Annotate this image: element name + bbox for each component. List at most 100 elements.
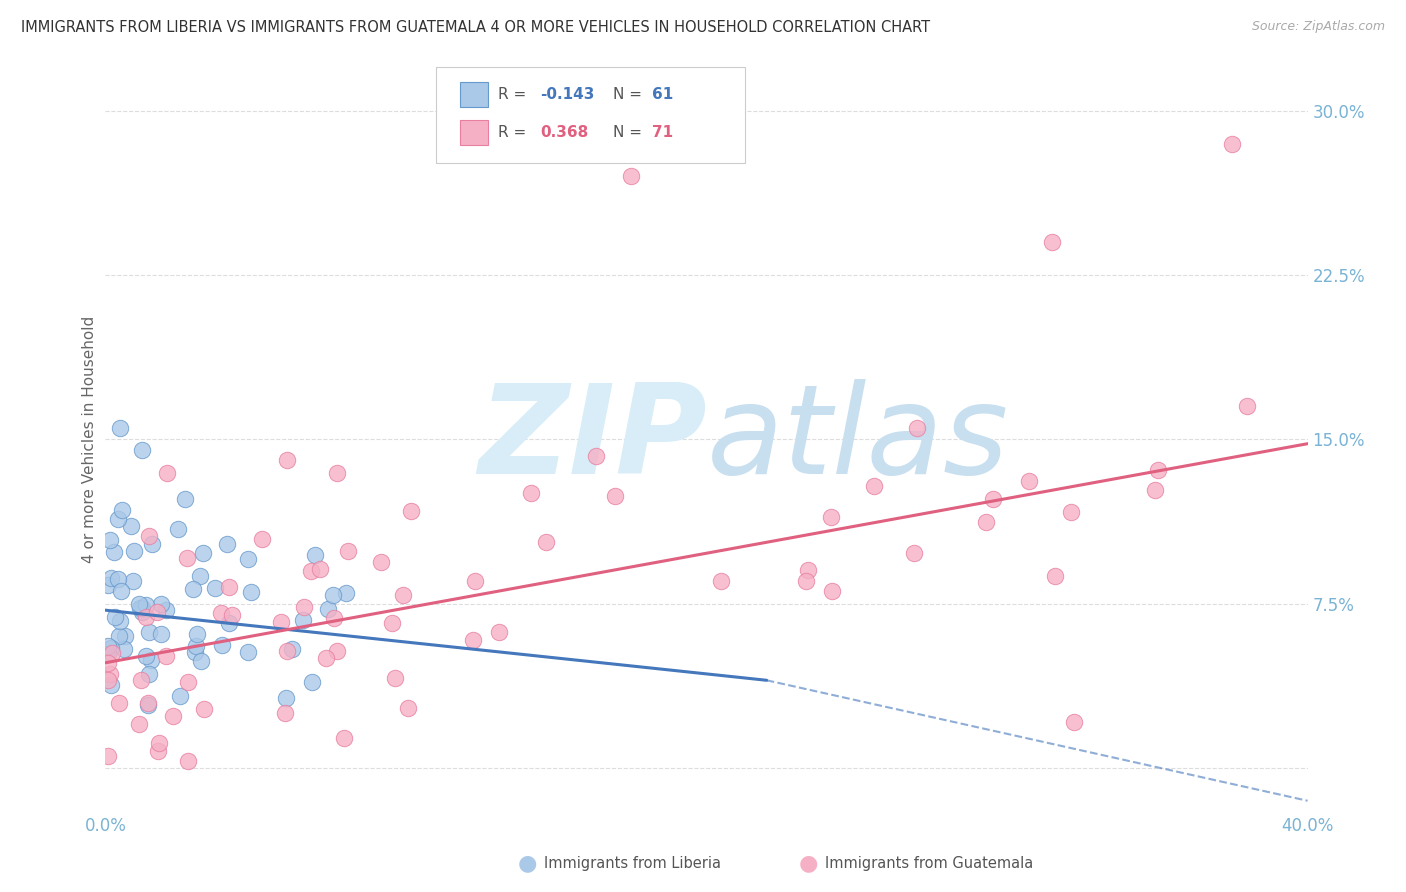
Point: [240, 584, 263, 599]
Point: [274, 706, 297, 720]
Point: [104, 609, 127, 624]
Point: [98, 533, 121, 548]
Point: [122, 544, 145, 558]
Point: [304, 548, 326, 562]
Point: [155, 602, 177, 616]
Point: [97, 656, 120, 670]
Point: [121, 574, 143, 589]
Point: [193, 702, 215, 716]
Point: [981, 491, 1004, 506]
Point: [903, 546, 925, 560]
Text: -0.143: -0.143: [540, 87, 595, 102]
Point: [131, 443, 153, 458]
Point: [292, 599, 315, 614]
Point: [585, 449, 607, 463]
Point: [108, 629, 131, 643]
Point: [221, 607, 243, 622]
Point: [148, 736, 170, 750]
Point: [463, 632, 485, 647]
Point: [114, 629, 136, 643]
Point: [797, 563, 820, 577]
Point: [177, 675, 200, 690]
Point: [100, 666, 122, 681]
Text: Source: ZipAtlas.com: Source: ZipAtlas.com: [1251, 20, 1385, 33]
Point: [276, 453, 298, 467]
Point: [111, 503, 134, 517]
Point: [974, 515, 997, 529]
Point: [100, 571, 122, 585]
Point: [190, 654, 212, 668]
Point: [167, 522, 190, 536]
Point: [138, 666, 160, 681]
Point: [131, 605, 153, 619]
Point: [186, 627, 208, 641]
Point: [97, 648, 120, 662]
Point: [139, 653, 162, 667]
Point: [100, 640, 122, 655]
Point: [181, 582, 204, 596]
Point: [138, 529, 160, 543]
Point: [1143, 483, 1166, 497]
Point: [138, 624, 160, 639]
Point: [299, 564, 322, 578]
Point: [149, 627, 172, 641]
Point: [337, 544, 360, 558]
Text: Immigrants from Guatemala: Immigrants from Guatemala: [825, 856, 1033, 871]
Point: [323, 611, 346, 625]
Point: [1222, 136, 1244, 151]
Point: [218, 615, 240, 630]
Point: [156, 466, 179, 480]
Point: [1147, 463, 1170, 477]
Text: ZIP: ZIP: [478, 379, 707, 500]
Point: [270, 615, 292, 629]
Point: [381, 615, 404, 630]
Point: [211, 638, 233, 652]
Point: [135, 648, 157, 663]
Point: [110, 583, 132, 598]
Point: [620, 169, 643, 184]
Text: 61: 61: [652, 87, 673, 102]
Text: Immigrants from Liberia: Immigrants from Liberia: [544, 856, 721, 871]
Point: [710, 574, 733, 588]
Point: [276, 690, 298, 705]
Point: [315, 650, 337, 665]
Point: [108, 696, 131, 710]
Point: [141, 537, 163, 551]
Point: [174, 491, 197, 506]
Point: [169, 689, 191, 703]
Point: [370, 555, 392, 569]
Point: [146, 744, 169, 758]
Point: [97, 673, 120, 687]
Point: [520, 486, 543, 500]
Point: [107, 572, 129, 586]
Point: [128, 717, 150, 731]
Point: [1236, 400, 1258, 414]
Point: [100, 678, 122, 692]
Point: [191, 546, 214, 560]
Point: [110, 421, 132, 435]
Text: N =: N =: [613, 87, 647, 102]
Point: [794, 574, 817, 588]
Point: [326, 466, 349, 480]
Point: [128, 597, 150, 611]
Point: [218, 580, 240, 594]
Point: [326, 643, 349, 657]
Point: [862, 479, 884, 493]
Point: [391, 588, 413, 602]
Point: [129, 600, 152, 615]
Point: [1063, 714, 1085, 729]
Point: [103, 545, 125, 559]
Point: [209, 607, 232, 621]
Point: [155, 648, 177, 663]
Point: [131, 600, 153, 615]
Text: 71: 71: [652, 125, 673, 139]
Point: [162, 708, 184, 723]
Point: [1018, 475, 1040, 489]
Point: [97, 639, 120, 653]
Point: [322, 588, 344, 602]
Point: [136, 698, 159, 713]
Point: [281, 641, 304, 656]
Point: [276, 643, 298, 657]
Point: [176, 551, 198, 566]
Point: [135, 599, 157, 613]
